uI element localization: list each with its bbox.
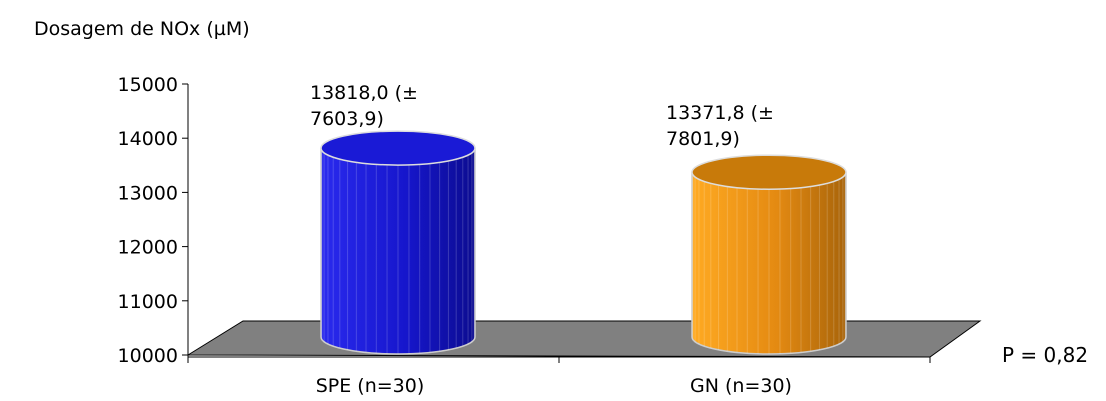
y-tick-label: 12000: [118, 237, 178, 259]
bar-body: [320, 147, 476, 355]
data-label: 7603,9): [310, 108, 384, 130]
bar-body: [691, 171, 847, 355]
x-category-label: GN (n=30): [690, 375, 792, 397]
y-tick-label: 13000: [118, 182, 178, 204]
data-label: 13371,8 (±: [666, 102, 774, 124]
bar-gn: [691, 154, 847, 355]
x-category-label: SPE (n=30): [316, 375, 425, 397]
y-tick-label: 15000: [118, 74, 178, 96]
y-axis-label: Dosagem de NOx (µM): [34, 18, 250, 40]
y-tick-label: 10000: [118, 345, 178, 367]
bar-top: [320, 130, 476, 166]
data-label: 7801,9): [666, 128, 740, 150]
chart-floor: [186, 320, 982, 358]
y-tick-label: 14000: [118, 128, 178, 150]
y-tick-label: 11000: [118, 291, 178, 313]
data-label: 13818,0 (±: [310, 82, 418, 104]
p-value-annotation: P = 0,82: [1002, 343, 1089, 367]
bar-top: [691, 154, 847, 190]
bar-spe: [320, 130, 476, 355]
